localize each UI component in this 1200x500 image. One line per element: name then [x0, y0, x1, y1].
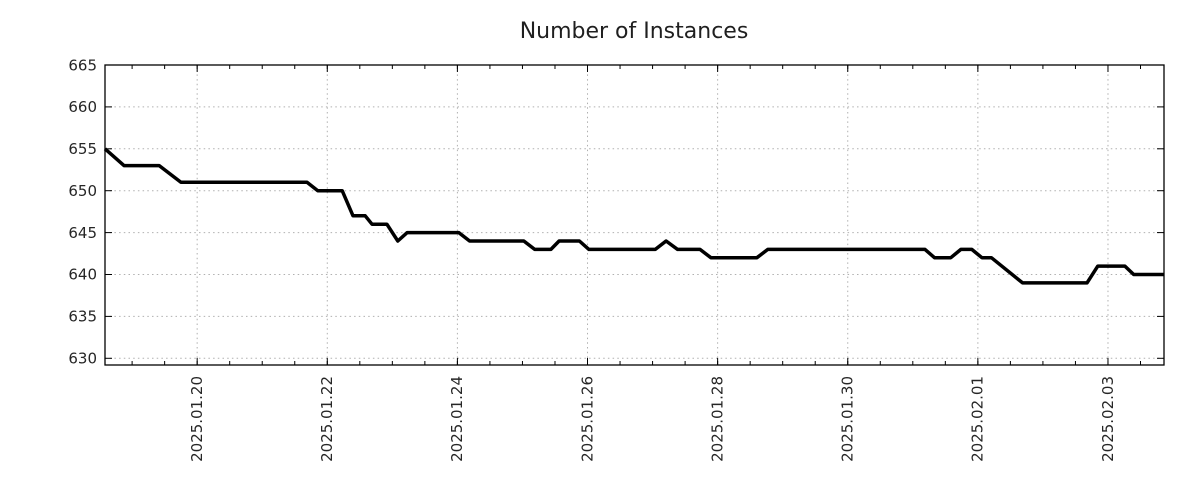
y-tick-label: 640 — [68, 266, 97, 284]
y-tick-label: 650 — [68, 182, 97, 200]
chart-generated-content: 2025.01.20 2025.01.22 2025.01.24 2025.01.26… — [68, 56, 1165, 462]
y-tick-label: 635 — [68, 308, 97, 326]
y-tick-label: 660 — [68, 98, 97, 116]
x-tick-label: 2025.02.01 — [969, 376, 987, 462]
plot-border — [104, 64, 1165, 366]
x-tick-label: 2025.01.22 — [318, 376, 336, 462]
y-tick-label: 630 — [68, 350, 97, 368]
y-tick-label: 665 — [68, 56, 97, 74]
series-line-instances — [103, 147, 1164, 285]
x-tick-label: 2025.01.26 — [578, 376, 596, 462]
y-tick-label: 645 — [68, 224, 97, 242]
chart-title: Number of Instances — [520, 19, 749, 44]
x-tick-label: 2025.02.03 — [1099, 376, 1117, 462]
x-tick-label: 2025.01.20 — [188, 376, 206, 462]
x-tick-label: 2025.01.30 — [839, 376, 857, 462]
x-tick-label: 2025.01.28 — [708, 376, 726, 462]
x-tick-label: 2025.01.24 — [448, 376, 466, 462]
y-tick-label: 655 — [68, 140, 97, 158]
